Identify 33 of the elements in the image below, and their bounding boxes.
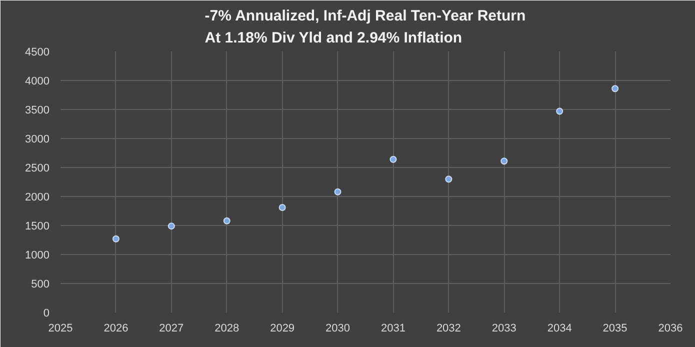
y-tick-label: 0 [43, 308, 50, 320]
y-tick-label: 3000 [25, 134, 50, 146]
y-tick-label: 4500 [25, 46, 50, 58]
point [500, 158, 508, 165]
point [223, 217, 230, 224]
x-tick-label: 2031 [380, 322, 406, 334]
x-tick-label: 2033 [492, 322, 516, 334]
y-tick-label: 2000 [25, 192, 50, 204]
chart-title: -7% Annualized, Inf-Adj Real Ten-Year Return At 1.18% Div Yld and 2.94% Inflation [204, 7, 526, 46]
point [112, 235, 120, 242]
x-tick-label: 2034 [547, 322, 572, 334]
point [390, 156, 397, 163]
point [334, 188, 342, 196]
point [445, 176, 452, 183]
x-tick-label: 2028 [214, 322, 240, 334]
y-tick-label: 1000 [25, 250, 50, 262]
y-tick-label: 3500 [25, 104, 50, 116]
point [278, 204, 286, 212]
x-tick-label: 2035 [602, 322, 628, 334]
y-tick-label: 4000 [25, 76, 50, 88]
x-tick-label: 2027 [159, 322, 184, 334]
x-tick-label: 2029 [270, 322, 295, 334]
point [556, 108, 564, 115]
x-tick-label: 2030 [326, 322, 350, 334]
y-tick-label: 2500 [25, 162, 50, 174]
x-tick-label: 2036 [658, 322, 683, 334]
point [168, 222, 175, 230]
x-tick-label: 2032 [436, 322, 461, 334]
x-tick-label: 2026 [104, 322, 128, 334]
x-tick-label: 2025 [48, 322, 73, 334]
y-tick-label: 500 [31, 278, 50, 290]
y-tick-label: 1500 [25, 220, 50, 232]
point [612, 85, 619, 92]
